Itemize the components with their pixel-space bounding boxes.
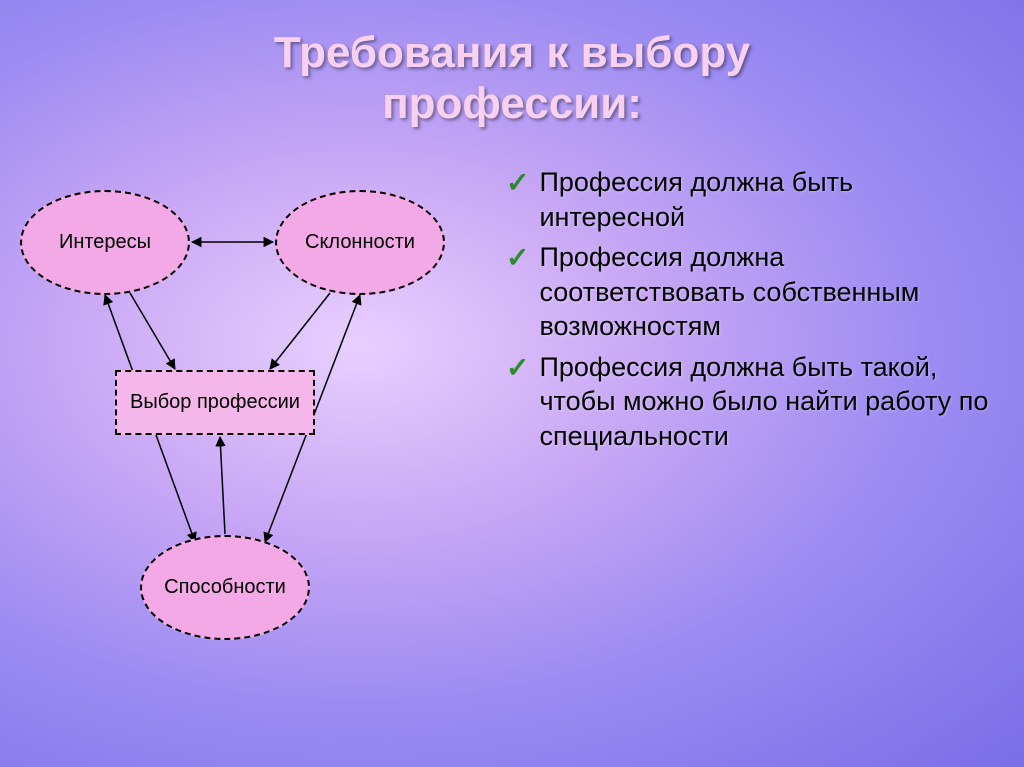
check-icon: ✓ [506, 244, 529, 272]
node-tendencies: Склонности [275, 190, 445, 295]
title-line-2: профессии: [382, 79, 642, 128]
node-label: Интересы [59, 231, 151, 254]
diagram-container: Интересы Склонности Выбор профессии Спос… [0, 180, 520, 700]
node-interests: Интересы [20, 190, 190, 295]
list-item: ✓ Профессия должна быть такой, чтобы мож… [506, 350, 996, 454]
node-label: Склонности [305, 231, 415, 254]
check-icon: ✓ [506, 169, 529, 197]
node-choice: Выбор профессии [115, 370, 315, 435]
bullet-text: Профессия должна соответствовать собстве… [539, 240, 996, 344]
bullet-list: ✓ Профессия должна быть интересной ✓ Про… [506, 165, 996, 459]
bullet-text: Профессия должна быть интересной [539, 165, 996, 234]
title-line-1: Требования к выбору [274, 28, 750, 77]
list-item: ✓ Профессия должна соответствовать собст… [506, 240, 996, 344]
node-abilities: Способности [140, 535, 310, 640]
list-item: ✓ Профессия должна быть интересной [506, 165, 996, 234]
node-label: Выбор профессии [130, 391, 300, 414]
page-title: Требования к выбору профессии: [0, 0, 1024, 129]
node-label: Способности [164, 576, 286, 599]
bullet-text: Профессия должна быть такой, чтобы можно… [539, 350, 996, 454]
check-icon: ✓ [506, 354, 529, 382]
